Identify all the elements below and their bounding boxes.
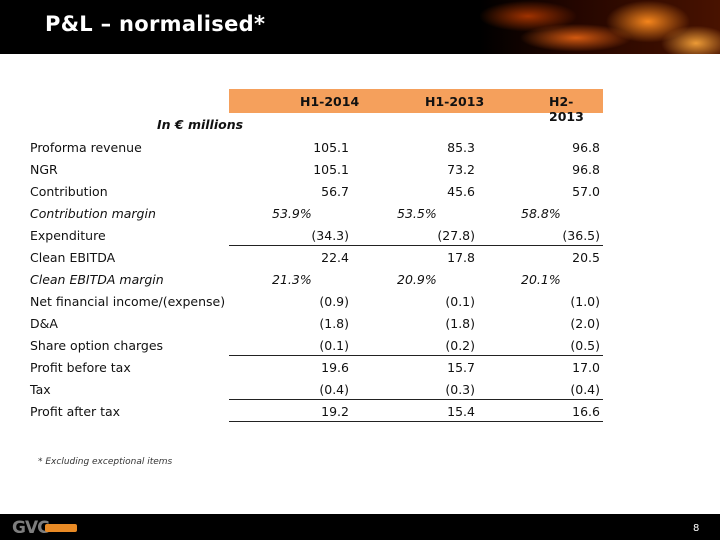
table-row: Clean EBITDA margin 21.3% 20.9% 20.1% [0, 269, 720, 291]
cell-value: 45.6 [447, 184, 475, 199]
page-number: 8 [693, 523, 700, 534]
row-label: Clean EBITDA margin [30, 272, 164, 287]
table-row: Contribution 56.7 45.6 57.0 [0, 181, 720, 203]
table-row: Proforma revenue 105.1 85.3 96.8 [0, 137, 720, 159]
cell-value: (0.5) [570, 338, 600, 353]
flame-decoration [480, 0, 720, 54]
table-row: D&A (1.8) (1.8) (2.0) [0, 313, 720, 335]
table-row: NGR 105.1 73.2 96.8 [0, 159, 720, 181]
slide-title: P&L – normalised* [45, 12, 266, 36]
row-label: Contribution [30, 184, 108, 199]
cell-margin: 53.9% [272, 206, 312, 221]
table-row: Expenditure (34.3) (27.8) (36.5) [0, 225, 720, 247]
units-label: In € millions [157, 117, 244, 132]
cell-value: (0.4) [570, 382, 600, 397]
cell-value: 19.2 [321, 404, 349, 419]
row-label: Expenditure [30, 228, 106, 243]
cell-value: 22.4 [321, 250, 349, 265]
row-label: Net financial income/(expense) [30, 294, 226, 309]
slide-footer [0, 514, 720, 540]
row-label: NGR [30, 162, 58, 177]
table-rule [229, 399, 603, 400]
cell-value: (0.1) [319, 338, 349, 353]
cell-value: (0.4) [319, 382, 349, 397]
cell-value: 15.4 [447, 404, 475, 419]
cell-value: 73.2 [447, 162, 475, 177]
cell-value: 57.0 [572, 184, 600, 199]
slide-header: P&L – normalised* [0, 0, 720, 54]
column-header-bar: H1-2014 H1-2013 H2-2013 [229, 89, 603, 124]
cell-value: 17.0 [572, 360, 600, 375]
table-row: Share option charges (0.1) (0.2) (0.5) [0, 335, 720, 357]
cell-value: (0.3) [445, 382, 475, 397]
cell-margin: 53.5% [397, 206, 437, 221]
cell-value: 56.7 [321, 184, 349, 199]
cell-margin: 20.9% [397, 272, 437, 287]
cell-margin: 58.8% [521, 206, 561, 221]
row-label: Proforma revenue [30, 140, 142, 155]
table-row: Profit before tax 19.6 15.7 17.0 [0, 357, 720, 379]
cell-value: 16.6 [572, 404, 600, 419]
cell-value: (34.3) [311, 228, 349, 243]
cell-value: 96.8 [572, 140, 600, 155]
cell-value: 20.5 [572, 250, 600, 265]
cell-value: (36.5) [562, 228, 600, 243]
table-rule [229, 245, 603, 246]
row-label: Profit before tax [30, 360, 131, 375]
footnote: * Excluding exceptional items [38, 457, 173, 467]
cell-value: (0.1) [445, 294, 475, 309]
column-header-h1-2013: H1-2013 [425, 94, 485, 109]
cell-value: 19.6 [321, 360, 349, 375]
row-label: D&A [30, 316, 58, 331]
row-label: Contribution margin [30, 206, 156, 221]
cell-value: 15.7 [447, 360, 475, 375]
cell-value: (1.8) [319, 316, 349, 331]
row-label: Profit after tax [30, 404, 121, 419]
row-label: Clean EBITDA [30, 250, 116, 265]
cell-value: 17.8 [447, 250, 475, 265]
cell-value: (0.9) [319, 294, 349, 309]
cell-margin: 20.1% [521, 272, 561, 287]
cell-value: 105.1 [313, 162, 349, 177]
cell-margin: 21.3% [272, 272, 312, 287]
cell-value: (1.0) [570, 294, 600, 309]
row-label: Share option charges [30, 338, 164, 353]
cell-value: (1.8) [445, 316, 475, 331]
brand-badge-icon [45, 524, 77, 532]
column-header-h2-2013: H2-2013 [549, 94, 584, 124]
table-row: Tax (0.4) (0.3) (0.4) [0, 379, 720, 401]
cell-value: (27.8) [437, 228, 475, 243]
table-rule [229, 421, 603, 422]
table-row: Clean EBITDA 22.4 17.8 20.5 [0, 247, 720, 269]
table-rule [229, 355, 603, 356]
table-row: Net financial income/(expense) (0.9) (0.1)… [0, 291, 720, 313]
cell-value: 105.1 [313, 140, 349, 155]
row-label: Tax [30, 382, 51, 397]
table-row: Contribution margin 53.9% 53.5% 58.8% [0, 203, 720, 225]
table-row: Profit after tax 19.2 15.4 16.6 [0, 401, 720, 423]
column-header-h1-2014: H1-2014 [300, 94, 360, 109]
gvc-logo: GVC [12, 518, 50, 538]
cell-value: 96.8 [572, 162, 600, 177]
cell-value: (2.0) [570, 316, 600, 331]
cell-value: (0.2) [445, 338, 475, 353]
cell-value: 85.3 [447, 140, 475, 155]
